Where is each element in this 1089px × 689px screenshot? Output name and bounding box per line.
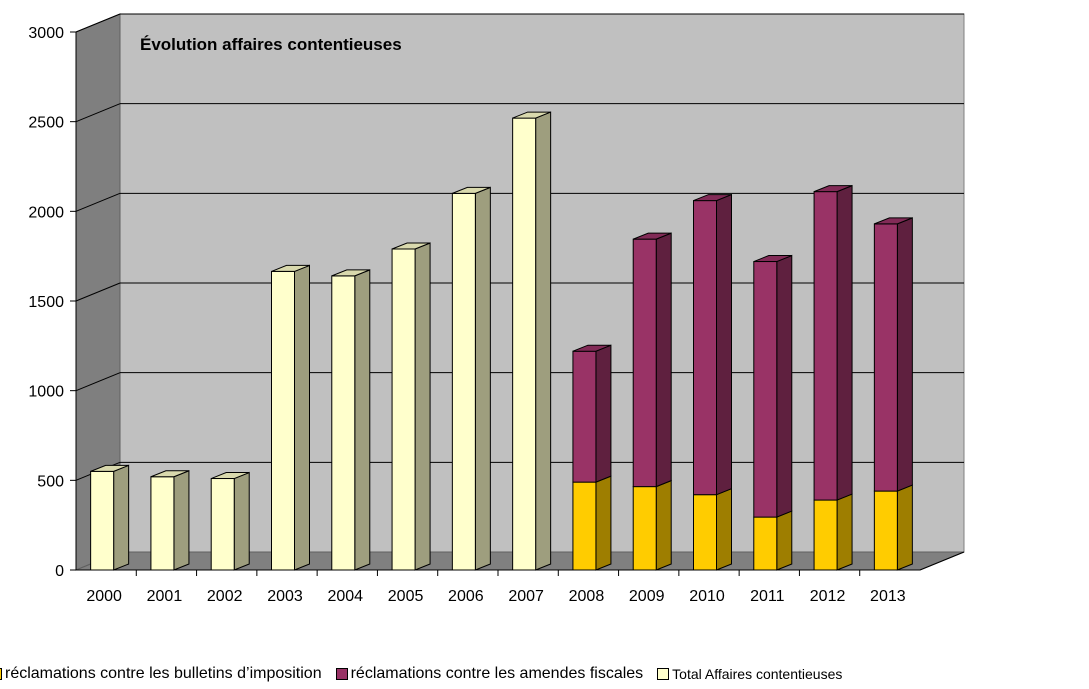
bar-2008-top: [572, 344, 612, 352]
bar-2001-series-2-side: [173, 470, 190, 571]
y-tick-label: 1500: [28, 294, 64, 311]
bar-2013-series-1-side: [896, 217, 913, 492]
bar-2012-series-1-side: [836, 184, 853, 501]
bar-2008-series-0: [572, 481, 597, 571]
x-tick-label: 2003: [267, 588, 303, 605]
bar-2010-series-1-side: [716, 193, 732, 496]
x-tick-label: 2011: [750, 588, 785, 605]
bars: [90, 111, 913, 571]
bar-2013-series-0-side: [896, 484, 913, 571]
bar-2002-series-2-side: [233, 471, 250, 571]
tick-labels: 0 500 1000 1500 2000 2500 3000 2000 2001 2002 2003…: [28, 25, 905, 605]
bar-2012-top: [813, 185, 853, 193]
bar-2005-series-2-side: [414, 242, 431, 571]
bar-2010-top: [693, 194, 732, 202]
y-tick-label: 0: [55, 563, 64, 580]
bar-2010-series-0: [693, 494, 717, 571]
legend: réclamations contre les bulletins d’impo…: [0, 665, 856, 683]
bar-2008-series-1: [572, 350, 597, 483]
bar-2004-series-2-side: [354, 269, 371, 571]
x-tick-label: 2004: [327, 588, 363, 605]
x-tick-label: 2007: [508, 588, 544, 605]
x-tick-label: 2008: [569, 588, 605, 605]
x-tick-label: 2013: [870, 588, 906, 605]
x-tick-label: 2012: [810, 588, 846, 605]
x-tick-label: 2005: [388, 588, 424, 605]
bar-2007-top: [512, 111, 551, 119]
bar-2011-series-1-side: [776, 254, 793, 518]
bar-2010-series-1: [693, 200, 717, 496]
bar-2009-top: [633, 232, 672, 240]
y-tick-label: 2500: [28, 115, 64, 132]
bar-2005-top: [391, 242, 431, 250]
gridline-side: [75, 13, 121, 33]
x-tick-label: 2009: [629, 588, 665, 605]
bar-2013-series-0: [873, 490, 898, 571]
bar-2003-top: [271, 264, 310, 272]
bar-2001-series-2: [150, 476, 175, 571]
bar-2011-top: [753, 255, 792, 263]
bar-2000-top: [90, 464, 129, 472]
bar-2005-series-2: [391, 248, 416, 571]
legend-label-amendes: réclamations contre les amendes fiscales: [350, 665, 644, 682]
bar-2009-series-1-side: [655, 232, 672, 488]
legend-swatch-amendes: [335, 668, 348, 680]
legend-item-total: Total Affaires contentieuses: [657, 666, 842, 682]
x-tick-label: 2010: [689, 588, 725, 605]
gridline-side: [75, 372, 121, 392]
y-tick-label: 3000: [28, 25, 64, 42]
bar-2007-series-2: [512, 117, 537, 571]
bar-2002-top: [211, 472, 250, 480]
bar-2012-series-0-side: [836, 493, 853, 571]
bar-2008-series-0-side: [595, 475, 612, 571]
bar-2009-series-0-side: [655, 479, 672, 571]
y-tick-label: 2000: [28, 204, 64, 221]
x-axis-depth: [919, 551, 965, 571]
x-tick-label: 2001: [147, 588, 183, 605]
y-tick-label: 1000: [28, 384, 64, 401]
bar-2012-series-0: [813, 499, 838, 571]
y-tick-label: 500: [37, 473, 64, 490]
bar-2002-series-2: [210, 478, 235, 571]
legend-item-bulletins: réclamations contre les bulletins d’impo…: [0, 665, 322, 683]
bar-2006-series-2-side: [474, 186, 491, 571]
bar-2012-series-1: [813, 191, 838, 501]
legend-item-amendes: réclamations contre les amendes fiscales: [335, 665, 644, 683]
gridline-side: [75, 282, 121, 302]
legend-swatch-total: [657, 668, 670, 680]
bar-2004-top: [331, 269, 370, 277]
bar-2000-series-2-side: [113, 464, 130, 571]
bar-2004-series-2: [331, 275, 356, 571]
x-tick-label: 2002: [207, 588, 243, 605]
bar-2009-series-1: [632, 238, 657, 488]
legend-swatch-bulletins: [0, 668, 2, 680]
bar-2011-series-0: [753, 516, 778, 571]
bar-2007-series-2-side: [535, 111, 552, 571]
legend-label-bulletins: réclamations contre les bulletins d’impo…: [5, 665, 322, 682]
bar-2006-top: [452, 186, 491, 194]
bar-2003-series-2: [271, 270, 295, 571]
bar-2011-series-0-side: [776, 510, 793, 571]
gridline-side: [75, 192, 121, 212]
bar-2011-series-1: [753, 261, 778, 518]
x-tick-label: 2000: [86, 588, 122, 605]
bar-2013-series-1: [873, 223, 898, 492]
chart-title: Évolution affaires contentieuses: [140, 35, 402, 54]
x-tick-label: 2006: [448, 588, 484, 605]
bar-2006-series-2: [451, 192, 476, 571]
bar-2003-series-2-side: [294, 264, 310, 571]
bar-2001-top: [150, 470, 190, 478]
bar-2013-top: [874, 217, 913, 225]
legend-label-total: Total Affaires contentieuses: [672, 666, 843, 682]
bar-2000-series-2: [90, 470, 115, 571]
bar-2008-series-1-side: [595, 344, 612, 483]
bar-2009-series-0: [632, 486, 657, 571]
bar-2010-series-0-side: [716, 487, 732, 571]
gridline-side: [75, 103, 121, 123]
